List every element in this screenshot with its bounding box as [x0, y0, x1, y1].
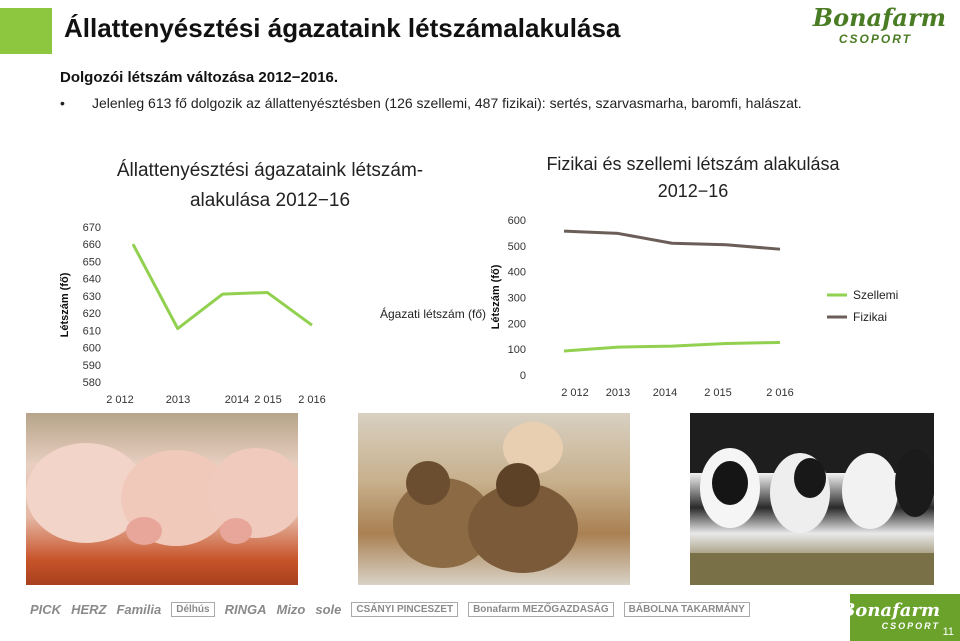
cows-illustration	[690, 413, 934, 585]
logo-mizo: Mizo	[276, 601, 306, 617]
x-tick-label: 2 015	[254, 394, 282, 406]
legend-label: Szellemi	[853, 288, 898, 302]
logo-pick: PICK	[30, 601, 62, 617]
logo-herz: HERZ	[71, 601, 107, 617]
legend-label: Fizikai	[853, 310, 887, 324]
bullet-item: • Jelenleg 613 fő dolgozik az állattenyés…	[60, 95, 802, 111]
logo-bonafarm-mezogazdasag: Bonafarm MEZŐGAZDASÁG	[468, 601, 614, 617]
y-tick-label: 670	[83, 222, 101, 234]
y-axis-label: Létszám (fő)	[490, 264, 502, 329]
page-number: 11	[942, 626, 954, 638]
y-tick-label: 400	[508, 267, 526, 279]
chart-title-line: alakulása 2012−16	[190, 190, 350, 211]
x-tick-label: 2013	[166, 394, 190, 406]
logo-babolna: BÁBOLNA TAKARMÁNY	[623, 601, 750, 617]
pigs-illustration	[26, 443, 298, 546]
chicks-photo	[358, 413, 630, 585]
series-line-fizikai	[563, 229, 781, 251]
logo-csanyi: CSÁNYI PINCESZET	[351, 601, 459, 617]
y-tick-label: 580	[83, 377, 101, 389]
y-tick-label: 600	[508, 215, 526, 227]
y-tick-label: 630	[83, 291, 101, 303]
y-tick-label: 640	[83, 274, 101, 286]
subsidiary-logos: PICK HERZ Familia Délhús RINGA Mizo sole…	[30, 594, 750, 624]
brand-sub: CSOPORT	[838, 32, 912, 46]
x-tick-label: 2 016	[766, 387, 794, 399]
logo-ringa: RINGA	[224, 601, 267, 617]
legend-label: Ágazati létszám (fő)	[380, 306, 486, 321]
y-tick-label: 620	[83, 308, 101, 320]
y-tick-label: 0	[520, 370, 526, 382]
x-tick-label: 2 016	[298, 394, 326, 406]
y-tick-label: 610	[83, 325, 101, 337]
title-accent-bar	[0, 8, 52, 54]
section-subtitle: Dolgozói létszám változása 2012−2016.	[60, 69, 339, 86]
x-tick-label: 2 012	[561, 387, 589, 399]
header: Állattenyésztési ágazataink létszámalaku…	[0, 0, 960, 64]
footer-bonafarm-logo: Bonafarm CSOPORT	[840, 600, 940, 631]
y-tick-label: 200	[508, 318, 526, 330]
x-tick-label: 2 012	[106, 394, 134, 406]
logo-sole: sole	[315, 601, 342, 617]
y-tick-label: 660	[83, 239, 101, 251]
x-tick-label: 2014	[225, 394, 249, 406]
page-title: Állattenyésztési ágazataink létszámalaku…	[64, 13, 621, 43]
x-tick-label: 2 015	[704, 387, 732, 399]
bonafarm-logo: Bonafarm CSOPORT	[808, 4, 946, 54]
x-tick-label: 2014	[653, 387, 677, 399]
footer-brand: Bonafarm	[840, 600, 940, 621]
y-tick-label: 100	[508, 344, 526, 356]
bullet-text: Jelenleg 613 fő dolgozik az állattenyész…	[92, 95, 802, 111]
x-tick-label: 2013	[606, 387, 630, 399]
logo-delhus: Délhús	[171, 601, 215, 617]
y-tick-label: 500	[508, 241, 526, 253]
y-tick-label: 300	[508, 293, 526, 305]
y-tick-label: 600	[83, 343, 101, 355]
y-tick-label: 590	[83, 360, 101, 372]
chart-title-line: Fizikai és szellemi létszám alakulása	[546, 154, 840, 174]
brand-name: Bonafarm	[812, 3, 946, 32]
series-line--gazati-l-tsz-m-f-	[131, 243, 313, 331]
y-tick-label: 650	[83, 256, 101, 268]
pigs-photo	[26, 413, 298, 585]
series-line-szellemi	[563, 340, 781, 353]
footer-brand-sub: CSOPORT	[881, 621, 940, 631]
cows-photo	[690, 413, 934, 585]
chicks-illustration	[393, 422, 578, 573]
chart-title-line: Állattenyésztési ágazataink létszám-	[117, 160, 423, 181]
chart-title-line: 2012−16	[658, 181, 729, 201]
logo-familia: Familia	[116, 601, 162, 617]
footer-logo-background	[850, 594, 960, 641]
y-axis-label: Létszám (fő)	[59, 272, 71, 337]
